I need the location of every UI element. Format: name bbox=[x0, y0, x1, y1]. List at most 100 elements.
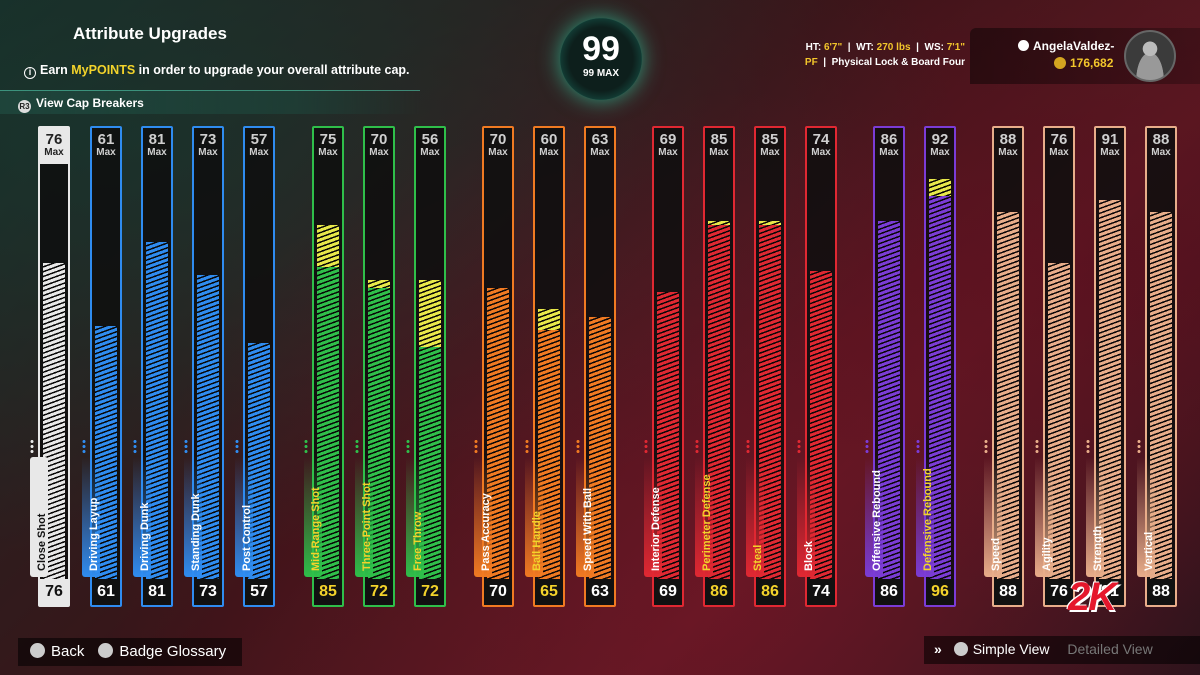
psn-icon bbox=[1018, 40, 1029, 51]
attribute-fill bbox=[997, 212, 1019, 579]
attribute-fill bbox=[538, 330, 560, 579]
cap-value: 92 Max bbox=[926, 128, 954, 158]
current-value: 73 bbox=[194, 579, 222, 605]
attribute-bar-mid-range-shot[interactable]: 75 Max Mid-Range Shot 85 bbox=[304, 126, 344, 607]
chevron-right-icon: » bbox=[934, 641, 942, 657]
attribute-name: Vertical bbox=[1143, 531, 1155, 571]
attribute-bar-driving-layup[interactable]: 61 Max Driving Layup 61 bbox=[82, 126, 122, 607]
position: PF bbox=[804, 57, 818, 68]
attribute-fill bbox=[929, 195, 951, 579]
current-value: 72 bbox=[416, 579, 444, 605]
cap-number: 85 bbox=[761, 131, 779, 148]
attribute-name: Post Control bbox=[241, 505, 253, 571]
current-value: 86 bbox=[875, 579, 903, 605]
attribute-fill bbox=[419, 346, 441, 579]
cap-number: 88 bbox=[1152, 131, 1170, 148]
current-value: 63 bbox=[586, 579, 614, 605]
cap-max-label: Max bbox=[658, 147, 678, 158]
attribute-name: Offensive Rebound bbox=[871, 470, 883, 571]
cap-max-label: Max bbox=[590, 147, 610, 158]
attribute-bar-offensive-rebound[interactable]: 86 Max Offensive Rebound 86 bbox=[865, 126, 905, 607]
attribute-fill bbox=[146, 241, 168, 579]
attribute-fill bbox=[248, 342, 270, 579]
cap-number: 73 bbox=[199, 131, 217, 148]
upgrade-fill bbox=[708, 220, 730, 225]
badge-dots bbox=[133, 439, 137, 453]
badge-dots bbox=[474, 439, 478, 453]
cap-value: 85 Max bbox=[705, 128, 733, 158]
attribute-bar-agility[interactable]: 76 Max Agility 76 bbox=[1035, 126, 1075, 607]
attribute-label: Interior Defense bbox=[644, 457, 662, 577]
archetype: Physical Lock & Board Four bbox=[831, 57, 965, 68]
attribute-bar-block[interactable]: 74 Max Block 74 bbox=[797, 126, 837, 607]
vc-balance: 176,682 bbox=[1070, 56, 1114, 70]
attribute-fill bbox=[95, 325, 117, 579]
attribute-bar-post-control[interactable]: 57 Max Post Control 57 bbox=[235, 126, 275, 607]
attribute-name: Close Shot bbox=[36, 513, 48, 571]
attribute-name: Steal bbox=[752, 544, 764, 571]
attribute-fill bbox=[589, 317, 611, 579]
attribute-fill bbox=[317, 267, 339, 579]
attribute-label: Strength bbox=[1086, 457, 1104, 577]
current-value: 96 bbox=[926, 579, 954, 605]
current-value: 65 bbox=[535, 579, 563, 605]
ws-value: 7'1" bbox=[946, 42, 965, 53]
attribute-label: Steal bbox=[746, 457, 764, 577]
cap-number: 61 bbox=[97, 131, 115, 148]
attribute-bar-standing-dunk[interactable]: 73 Max Standing Dunk 73 bbox=[184, 126, 224, 607]
cap-max-label: Max bbox=[249, 147, 269, 158]
attribute-bar-ball-handle[interactable]: 60 Max Ball Handle 65 bbox=[525, 126, 565, 607]
attribute-name: Perimeter Defense bbox=[701, 474, 713, 571]
cap-max-label: Max bbox=[709, 147, 729, 158]
ws-label: WS: bbox=[924, 42, 944, 53]
badge-dots bbox=[1086, 439, 1090, 453]
badge-dots bbox=[406, 439, 410, 453]
view-toggle: » Simple View Detailed View bbox=[924, 636, 1200, 664]
attribute-label: Speed With Ball bbox=[576, 457, 594, 577]
view-cap-breakers-button[interactable]: R3 View Cap Breakers bbox=[0, 90, 420, 114]
attribute-fill bbox=[43, 262, 65, 579]
attribute-bar-speed-with-ball[interactable]: 63 Max Speed With Ball 63 bbox=[576, 126, 616, 607]
attribute-fill bbox=[878, 220, 900, 579]
attribute-label: Free Throw bbox=[406, 457, 424, 577]
attribute-name: Pass Accuracy bbox=[480, 493, 492, 571]
cap-max-label: Max bbox=[879, 147, 899, 158]
cap-value: 85 Max bbox=[756, 128, 784, 158]
attribute-name: Strength bbox=[1092, 525, 1104, 571]
attribute-bar-vertical[interactable]: 88 Max Vertical 88 bbox=[1137, 126, 1177, 607]
current-value: 91 bbox=[1096, 579, 1124, 605]
cap-value: 70 Max bbox=[365, 128, 393, 158]
detailed-view-button[interactable]: Detailed View bbox=[1067, 641, 1153, 657]
current-value: 86 bbox=[705, 579, 733, 605]
cap-number: 70 bbox=[489, 131, 507, 148]
attribute-bar-speed[interactable]: 88 Max Speed 88 bbox=[984, 126, 1024, 607]
cap-value: 56 Max bbox=[416, 128, 444, 158]
wt-label: WT: bbox=[856, 42, 874, 53]
attribute-bar-pass-accuracy[interactable]: 70 Max Pass Accuracy 70 bbox=[474, 126, 514, 607]
back-label: Back bbox=[51, 643, 85, 660]
attribute-bar-defensive-rebound[interactable]: 92 Max Defensive Rebound 96 bbox=[916, 126, 956, 607]
attribute-label: Close Shot bbox=[30, 457, 48, 577]
attribute-label: Standing Dunk bbox=[184, 457, 202, 577]
simple-view-button[interactable]: Simple View bbox=[953, 641, 1049, 657]
cap-number: 57 bbox=[250, 131, 268, 148]
attribute-bar-strength[interactable]: 91 Max Strength 91 bbox=[1086, 126, 1126, 607]
back-button[interactable]: Back bbox=[30, 643, 84, 660]
cap-max-label: Max bbox=[1049, 147, 1069, 158]
2k-logo: 2K bbox=[1068, 575, 1117, 619]
current-value: 88 bbox=[1147, 579, 1175, 605]
badge-glossary-button[interactable]: Badge Glossary bbox=[98, 643, 226, 660]
attribute-bar-three-point-shot[interactable]: 70 Max Three-Point Shot 72 bbox=[355, 126, 395, 607]
attribute-bar-perimeter-defense[interactable]: 85 Max Perimeter Defense 86 bbox=[695, 126, 735, 607]
cap-max-label: Max bbox=[1100, 147, 1120, 158]
attribute-bar-free-throw[interactable]: 56 Max Free Throw 72 bbox=[406, 126, 446, 607]
cap-max-label: Max bbox=[44, 147, 64, 158]
attribute-bar-steal[interactable]: 85 Max Steal 86 bbox=[746, 126, 786, 607]
attribute-label: Offensive Rebound bbox=[865, 457, 883, 577]
attribute-bar-close-shot[interactable]: 76 Max Close Shot 76 bbox=[30, 126, 70, 607]
attribute-name: Mid-Range Shot bbox=[310, 487, 322, 571]
attribute-bar-driving-dunk[interactable]: 81 Max Driving Dunk 81 bbox=[133, 126, 173, 607]
badge-dots bbox=[984, 439, 988, 453]
attribute-bar-interior-defense[interactable]: 69 Max Interior Defense 69 bbox=[644, 126, 684, 607]
cap-number: 56 bbox=[421, 131, 439, 148]
